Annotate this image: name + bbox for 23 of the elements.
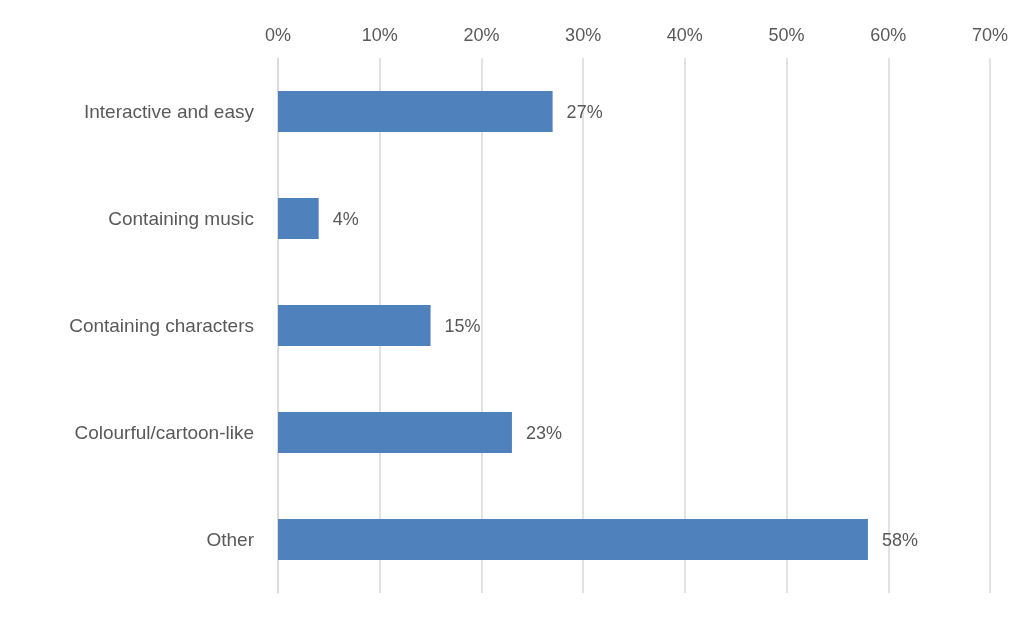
- x-tick-label: 70%: [971, 25, 1008, 45]
- data-label: 23%: [525, 422, 562, 443]
- y-tick-label: Containing characters: [69, 315, 254, 336]
- data-label: 27%: [566, 101, 603, 122]
- x-tick-label: 60%: [870, 25, 907, 45]
- data-label: 15%: [444, 315, 481, 336]
- x-tick-label: 10%: [361, 25, 398, 45]
- bar: [278, 198, 319, 239]
- bar: [278, 91, 553, 132]
- x-tick-label: 50%: [768, 25, 805, 45]
- x-tick-label: 20%: [463, 25, 500, 45]
- x-tick-label: 40%: [666, 25, 703, 45]
- bar: [278, 305, 431, 346]
- y-tick-label: Colourful/cartoon-like: [74, 422, 254, 443]
- x-tick-label: 30%: [565, 25, 602, 45]
- x-tick-label: 0%: [264, 25, 292, 45]
- y-tick-label: Interactive and easy: [83, 101, 255, 122]
- bar: [278, 519, 868, 560]
- y-tick-label: Containing music: [108, 208, 254, 229]
- y-tick-label: Other: [206, 529, 255, 550]
- data-label: 4%: [332, 208, 359, 229]
- data-label: 58%: [881, 529, 918, 550]
- bar: [278, 412, 512, 453]
